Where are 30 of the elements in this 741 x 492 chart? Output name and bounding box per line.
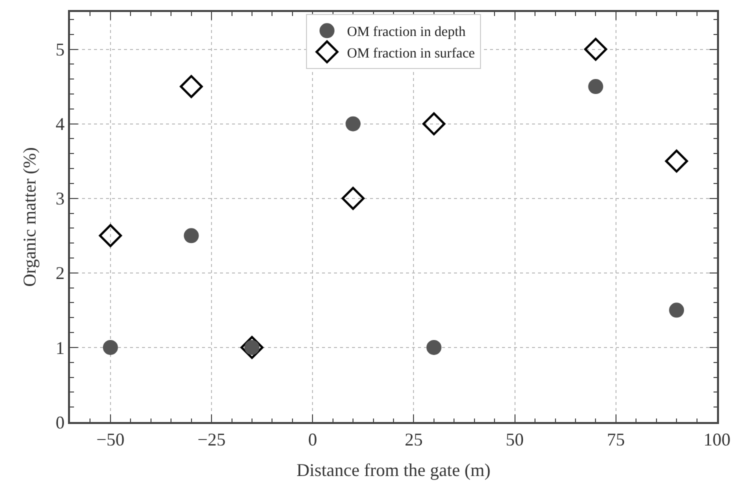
point xyxy=(422,112,446,136)
x-tick-label: 75 xyxy=(606,429,625,450)
legend-label: OM fraction in depth xyxy=(347,25,466,40)
y-tick-label: 5 xyxy=(56,40,65,60)
x-tick-label: −50 xyxy=(96,429,125,450)
y-tick-label: 3 xyxy=(56,188,65,209)
y-tick-label: 2 xyxy=(56,263,65,284)
point xyxy=(426,340,442,355)
point xyxy=(342,186,365,210)
point xyxy=(669,302,684,318)
point xyxy=(184,228,199,244)
point xyxy=(98,224,122,248)
point xyxy=(346,116,361,132)
x-axis-title: Distance from the gate (m) xyxy=(296,460,490,480)
x-tick-label: −25 xyxy=(197,429,226,450)
x-tick-label: 0 xyxy=(308,429,318,450)
point xyxy=(588,79,604,94)
point xyxy=(102,340,118,355)
x-tick-label: 50 xyxy=(506,429,524,450)
x-tick-label: 25 xyxy=(404,429,423,450)
point xyxy=(665,150,688,173)
x-tick-label: 100 xyxy=(704,429,730,450)
y-tick-label: 4 xyxy=(56,114,65,134)
point xyxy=(584,38,608,61)
y-tick-label: 1 xyxy=(56,338,65,358)
legend-label: OM fraction in surface xyxy=(347,46,475,62)
point xyxy=(180,75,203,98)
y-tick-label: 0 xyxy=(56,412,65,432)
y-axis-title: Organic matter (%) xyxy=(19,147,40,287)
point xyxy=(240,336,264,359)
